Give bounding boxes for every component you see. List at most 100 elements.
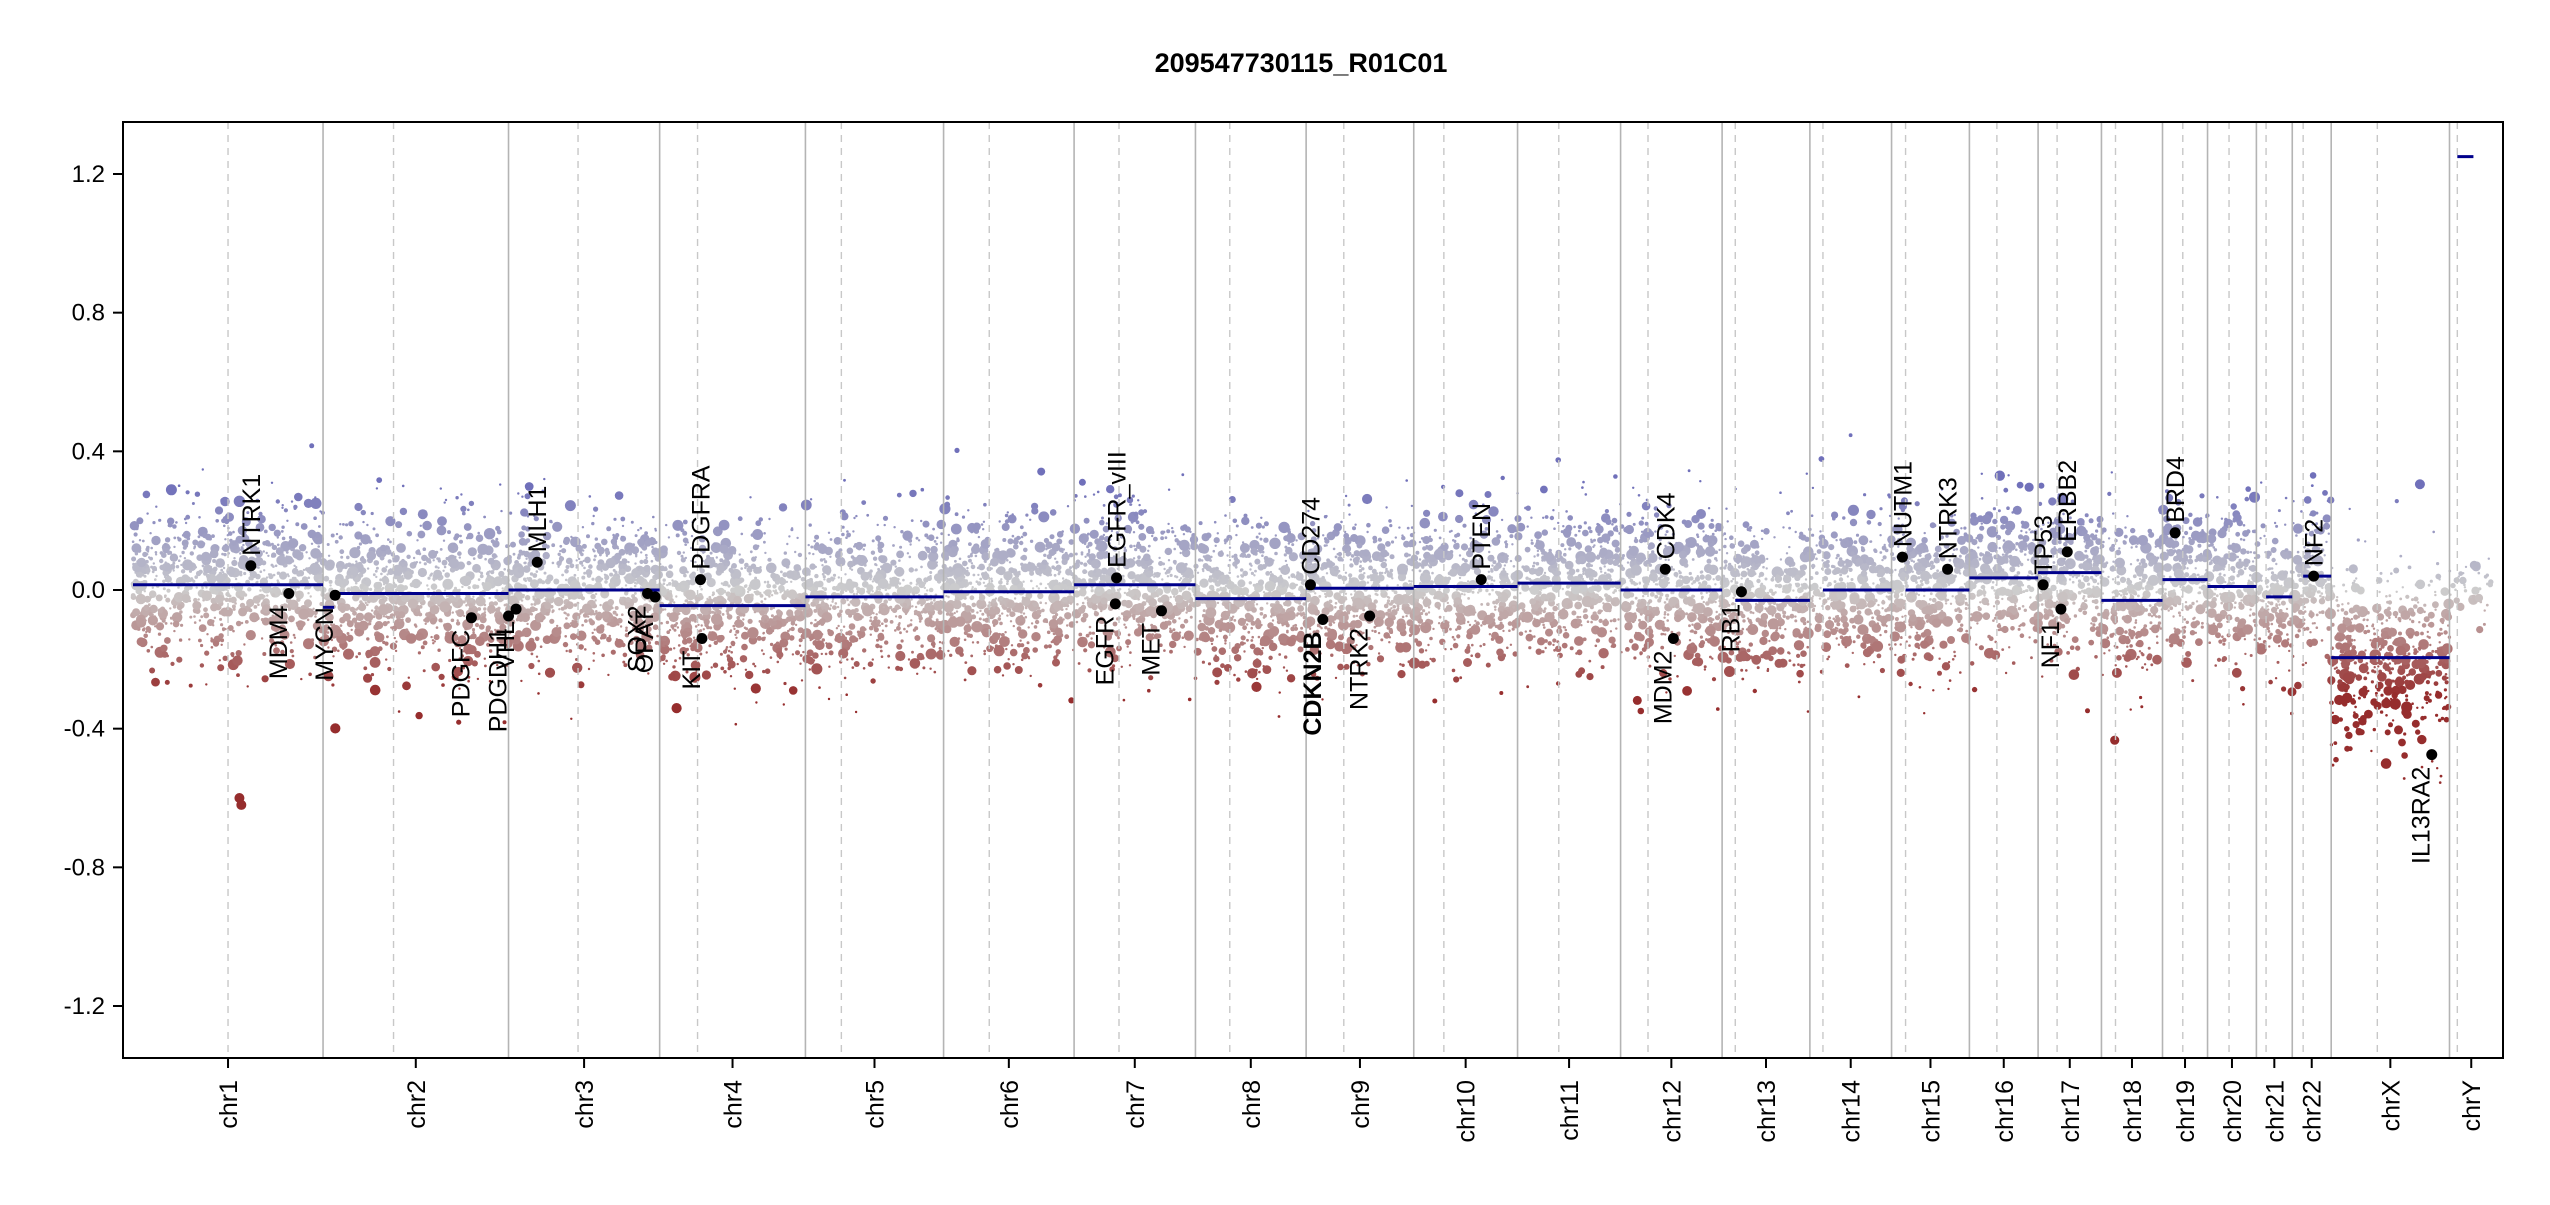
bin-point	[498, 637, 505, 644]
bin-point	[719, 558, 724, 563]
bin-point	[985, 629, 989, 633]
bin-point	[970, 654, 974, 658]
bin-point	[1135, 603, 1145, 612]
bin-point	[288, 615, 295, 623]
bin-point	[1233, 553, 1238, 558]
bin-point	[1182, 524, 1188, 530]
bin-point	[991, 603, 994, 606]
bin-point	[1171, 526, 1174, 530]
bin-point	[429, 574, 432, 577]
bin-point	[415, 561, 419, 564]
bin-point	[1183, 645, 1186, 649]
bin-point	[694, 560, 697, 564]
bin-point	[624, 584, 628, 587]
bin-point	[459, 610, 463, 614]
bin-point	[733, 687, 736, 690]
bin-point	[962, 570, 966, 573]
bin-point	[776, 651, 784, 659]
bin-point	[794, 550, 797, 554]
bin-point	[262, 550, 265, 553]
bin-point	[935, 601, 938, 605]
bin-point	[816, 621, 821, 626]
bin-point	[788, 535, 791, 538]
bin-point	[1012, 624, 1015, 628]
bin-point	[964, 605, 972, 613]
bin-point	[535, 655, 539, 658]
bin-point	[402, 681, 411, 691]
bin-point	[433, 640, 436, 643]
bin-point	[741, 643, 748, 651]
bin-point	[1013, 597, 1017, 600]
bin-point	[288, 535, 293, 540]
bin-point	[579, 612, 582, 615]
bin-point	[176, 604, 183, 611]
bin-point	[983, 502, 987, 507]
bin-point	[1274, 551, 1278, 556]
bin-point	[822, 575, 826, 579]
bin-point	[370, 511, 374, 516]
bin-point	[386, 603, 389, 606]
bin-point	[1013, 543, 1019, 550]
bin-point	[1166, 529, 1171, 534]
bin-point	[1004, 513, 1009, 518]
bin-point	[378, 604, 390, 616]
bin-point	[1391, 577, 1394, 580]
bin-point	[685, 599, 689, 603]
bin-point	[162, 562, 172, 572]
bin-point	[1214, 566, 1219, 571]
bin-point	[928, 620, 936, 628]
bin-point	[1240, 635, 1246, 641]
bin-point	[330, 723, 341, 734]
bin-point	[1004, 631, 1007, 634]
bin-point	[1255, 583, 1259, 586]
bin-point	[393, 636, 396, 640]
bin-point	[924, 610, 927, 614]
bin-point	[964, 661, 968, 664]
bin-point	[884, 588, 888, 591]
bin-point	[809, 498, 813, 501]
bin-point	[431, 662, 441, 672]
bin-point	[671, 703, 682, 714]
bin-point	[276, 543, 280, 547]
bin-point	[1284, 655, 1288, 659]
bin-point	[1041, 559, 1048, 566]
bin-point	[312, 607, 315, 610]
bin-point	[780, 570, 783, 574]
bin-point	[327, 554, 331, 557]
bin-point	[415, 632, 424, 641]
bin-point	[245, 538, 249, 541]
bin-point	[575, 564, 578, 567]
bin-point	[527, 577, 533, 582]
bin-point	[330, 638, 334, 642]
bin-point	[979, 609, 982, 613]
bin-point	[239, 573, 243, 577]
bin-point	[1067, 573, 1070, 576]
bin-point	[972, 522, 981, 531]
bin-point	[922, 520, 930, 528]
bin-point	[1246, 623, 1249, 626]
bin-point	[881, 562, 892, 574]
bin-point	[956, 597, 960, 601]
bin-point	[170, 661, 175, 667]
bin-point	[636, 641, 645, 651]
bin-point	[138, 539, 142, 542]
bin-point	[1006, 582, 1009, 585]
bin-point	[1348, 573, 1353, 578]
bin-point	[1241, 574, 1245, 577]
bin-point	[415, 711, 423, 720]
bin-point	[701, 608, 704, 611]
bin-point	[155, 594, 163, 602]
bin-point	[1072, 574, 1078, 581]
bin-point	[698, 535, 706, 543]
bin-point	[813, 623, 818, 628]
bin-point	[143, 574, 147, 578]
bin-point	[313, 610, 318, 616]
bin-point	[170, 555, 177, 562]
bin-point	[875, 613, 878, 616]
bin-point	[254, 549, 263, 558]
bin-point	[437, 648, 441, 652]
bin-point	[623, 663, 628, 668]
bin-point	[1212, 549, 1216, 553]
bin-point	[152, 562, 155, 565]
bin-point	[945, 594, 948, 598]
